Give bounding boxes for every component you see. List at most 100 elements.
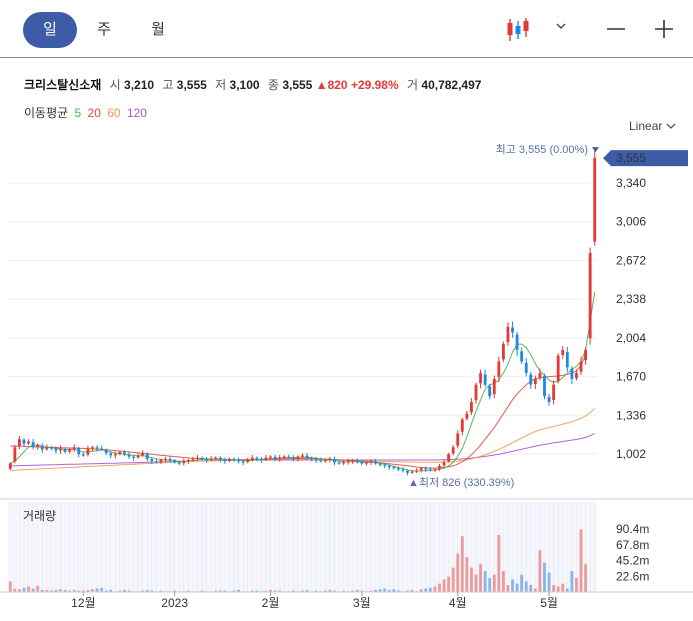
volume-bar [269,589,272,592]
tab-weekly[interactable]: 주 [97,21,111,38]
time-tick-label: 2월 [262,596,280,610]
candle-body [164,458,167,461]
volume-bar [186,590,190,592]
candle-body [438,465,441,469]
price-tick-label: 1,336 [616,408,646,422]
candle-body [228,458,231,461]
volume-bar [428,587,432,592]
candle-body [278,457,282,459]
candle-body [406,470,409,473]
candle-body [319,460,323,462]
candle-body [465,413,469,419]
candle-body [556,355,560,382]
volume-bar [396,590,400,592]
volume-bar [91,589,94,592]
volume-bar [95,588,99,592]
volume-bar [123,589,126,592]
candle-body [524,362,528,374]
candle-body [561,349,565,356]
candle-body [141,453,145,456]
candle-body [264,457,268,460]
current-price-tag [603,150,688,167]
volume-bar [451,567,455,592]
candle-body [520,351,524,362]
candle-body [442,462,446,466]
candle-body [241,461,245,463]
plus-icon[interactable] [650,14,678,44]
volume-bar [328,589,332,592]
candle-body [104,450,108,454]
volume-bar [81,590,85,592]
candle-body [428,469,432,471]
high-value: 3,555 [176,78,207,92]
tab-daily[interactable]: 일 [23,12,77,48]
candle-body [173,460,177,463]
candle-body [515,334,519,350]
candle-body [410,471,414,473]
volume-bar [419,589,423,592]
volume-grid [0,498,693,592]
candlestick-icon[interactable] [503,15,533,45]
ma-legend-5: 5 [74,106,82,120]
volume-bar [8,581,12,592]
volume-bar [214,590,218,592]
volume-bar [145,589,149,592]
stock-name: 크리스탈신소재 [24,78,102,92]
volume-bar [127,590,131,592]
candle-body [118,451,122,454]
tab-monthly[interactable]: 월 [151,21,165,38]
candle-body [374,461,377,464]
candle-body [68,449,72,452]
candle-body [31,442,35,448]
time-tick-label: 2023 [161,596,188,610]
candle-body [547,396,551,403]
candle-body [246,460,250,463]
low-annotation: ▲최저 826 (330.39%) [408,476,514,489]
volume-bar [278,590,282,592]
volume-bar [159,590,163,592]
volume-bar [387,589,391,592]
candle-body [22,439,26,444]
volume-bar [31,588,35,592]
volume-bar [36,585,40,592]
candle-body [291,457,295,460]
time-tick-label: 3월 [353,596,371,610]
candle-body [323,460,327,462]
candle-body [447,454,451,462]
candle-body [182,461,186,464]
price-grid [8,182,597,455]
candle-body [177,462,181,464]
volume-bar [369,590,373,592]
candle-body [351,460,355,462]
volume-bar [273,590,277,592]
candle-body [328,458,332,461]
volume-bar [511,579,514,592]
candle-body [501,344,505,360]
candle-body [588,253,592,339]
candle-body [123,452,126,455]
candle-body [474,384,478,400]
chevron-down-icon[interactable] [552,17,570,35]
price-tick-label: 2,338 [616,292,646,306]
candle-body [17,439,21,447]
close-label: 종 [267,78,279,92]
volume-bar [100,587,104,592]
price-tick-label: 3,006 [616,215,646,229]
candle-body [342,462,346,464]
candle-body [470,402,473,413]
candle-body [570,368,574,379]
volume-bar [460,536,464,592]
candle-body [159,460,163,463]
price-tick-label: 2,672 [616,253,646,267]
price-tick-label: 1,670 [616,370,646,384]
candle-body [538,373,542,379]
volume-bar [27,586,30,592]
volume-bar [63,589,67,592]
scale-mode-dropdown[interactable]: Linear [621,116,677,136]
volume-panel-label: 거래량 [23,509,57,523]
minus-icon[interactable] [602,14,630,44]
volume-bar [200,590,204,592]
ma60-line [10,408,596,471]
volume-bar [323,590,327,592]
